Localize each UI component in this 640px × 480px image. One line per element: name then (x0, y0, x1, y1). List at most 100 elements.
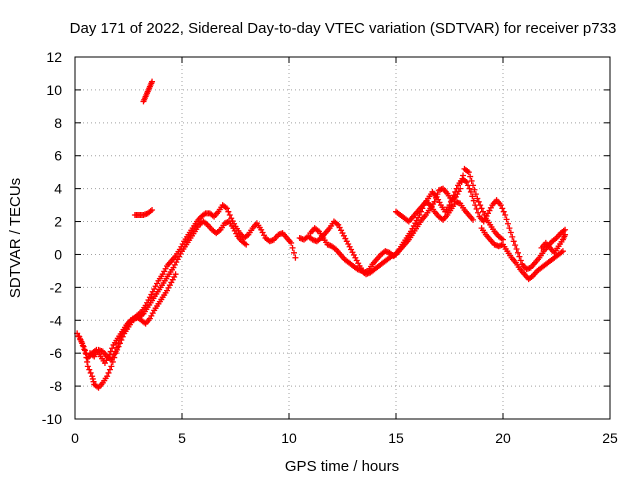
data-point (105, 369, 112, 376)
data-point (292, 254, 299, 261)
data-point (446, 202, 453, 209)
data-point (79, 340, 86, 347)
y-tick-label: -2 (50, 279, 63, 295)
data-point (466, 185, 473, 192)
axis-ticks: 0 5 10 15 20 25 -10 -8 -6 -4 -2 0 2 4 6 8 10 12 (42, 49, 618, 446)
data-point (223, 205, 230, 212)
data-point (503, 216, 510, 223)
data-point (499, 205, 506, 212)
data-point (480, 208, 487, 215)
data-point (457, 185, 464, 192)
data-point (81, 347, 88, 354)
data-point (288, 239, 295, 246)
x-tick-label: 10 (281, 430, 297, 446)
data-point (468, 177, 475, 184)
data-point (149, 207, 156, 214)
y-tick-label: -6 (50, 345, 63, 361)
data-point (465, 169, 472, 176)
data-point (510, 238, 517, 245)
y-tick-label: 4 (54, 181, 62, 197)
data-point (475, 209, 482, 216)
data-point (469, 193, 476, 200)
data-point (517, 257, 524, 264)
data-point (471, 186, 478, 193)
chart-title: Day 171 of 2022, Sidereal Day-to-day VTE… (70, 20, 617, 37)
series-arc-e (131, 207, 156, 218)
data-point (470, 197, 477, 204)
y-tick-label: -4 (50, 312, 63, 328)
data-point (497, 202, 504, 209)
data-point (478, 205, 485, 212)
data-point (87, 369, 94, 376)
y-tick-label: -10 (42, 411, 62, 427)
data-point (149, 78, 156, 85)
plot-frame (74, 56, 611, 420)
data-point (431, 198, 438, 205)
data-point (84, 363, 91, 370)
data-point (80, 343, 87, 350)
data-point (500, 208, 507, 215)
data-marks (74, 78, 569, 391)
x-tick-label: 0 (71, 430, 79, 446)
x-tick-label: 5 (178, 430, 186, 446)
y-tick-label: 6 (54, 148, 62, 164)
data-point (470, 216, 477, 223)
data-point (226, 211, 233, 218)
data-point (86, 366, 93, 373)
data-point (559, 248, 566, 255)
data-point (116, 337, 123, 344)
x-tick-label: 20 (495, 430, 511, 446)
series-arc-i (478, 225, 566, 283)
data-point (106, 366, 113, 373)
data-point (112, 348, 119, 355)
data-point (89, 373, 96, 380)
data-point (243, 241, 250, 248)
y-tick-label: 8 (54, 115, 62, 131)
series-arc-g (307, 165, 506, 278)
y-tick-label: 12 (46, 49, 62, 65)
data-point (119, 330, 126, 337)
data-point (514, 249, 521, 256)
data-point (562, 231, 569, 238)
data-point (104, 373, 111, 380)
data-point (504, 220, 511, 227)
data-point (516, 253, 523, 260)
y-tick-label: 10 (46, 82, 62, 98)
data-point (509, 233, 516, 240)
data-point (477, 202, 484, 209)
x-tick-label: 15 (388, 430, 404, 446)
y-tick-label: 0 (54, 246, 62, 262)
data-point (432, 194, 439, 201)
data-point (118, 333, 125, 340)
series-arc-h (393, 198, 477, 225)
data-point (506, 225, 513, 232)
data-point (289, 244, 296, 251)
data-point (470, 182, 477, 189)
data-point (458, 179, 465, 186)
data-point (84, 358, 91, 365)
data-point (472, 191, 479, 198)
x-tick-label: 25 (602, 430, 618, 446)
data-point (76, 333, 83, 340)
data-point (507, 229, 514, 236)
data-point (225, 208, 232, 215)
data-point (512, 242, 519, 249)
data-point (475, 198, 482, 205)
data-point (460, 172, 467, 179)
data-point (114, 344, 121, 351)
series-arc-f (296, 175, 569, 276)
data-point (467, 173, 474, 180)
series-arc-j (538, 231, 569, 256)
data-point (502, 211, 509, 218)
data-point (108, 363, 115, 370)
data-point (172, 271, 179, 278)
data-point (481, 211, 488, 218)
data-point (290, 249, 297, 256)
data-point (89, 375, 96, 382)
y-tick-label: 2 (54, 214, 62, 230)
data-point (81, 346, 88, 353)
data-point (467, 188, 474, 195)
data-point (513, 245, 520, 252)
data-point (90, 378, 97, 385)
